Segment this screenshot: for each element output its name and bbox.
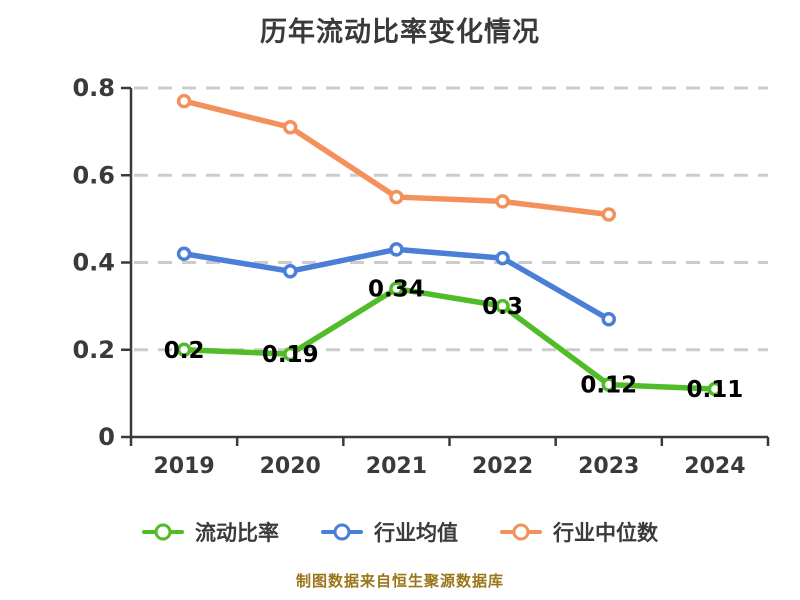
legend-dot-icon bbox=[512, 523, 530, 541]
legend-label: 流动比率 bbox=[195, 521, 279, 545]
source-note: 制图数据来自恒生聚源数据库 bbox=[295, 572, 504, 590]
x-tick-label: 2021 bbox=[366, 454, 427, 479]
marker-current-ratio bbox=[495, 298, 510, 314]
legend-marker-current-ratio bbox=[142, 523, 184, 541]
marker-industry-average bbox=[601, 311, 616, 327]
y-tick-label: 0.6 bbox=[72, 161, 115, 189]
marker-industry-average bbox=[389, 242, 404, 257]
legend-item-industry-median[interactable]: 行业中位数 bbox=[500, 517, 658, 547]
value-label-current-ratio: 0.2 bbox=[164, 338, 205, 364]
x-tick-label: 2024 bbox=[684, 454, 745, 479]
x-tick-label: 2023 bbox=[578, 454, 639, 479]
marker-industry-median bbox=[283, 120, 298, 135]
marker-current-ratio bbox=[389, 281, 404, 296]
value-label-current-ratio: 0.12 bbox=[580, 373, 637, 399]
legend-dot-icon bbox=[333, 523, 351, 541]
marker-industry-median bbox=[389, 189, 404, 205]
y-tick-label: 0.8 bbox=[72, 74, 115, 102]
value-label-current-ratio: 0.34 bbox=[368, 277, 425, 303]
x-tick-label: 2022 bbox=[472, 454, 533, 479]
marker-industry-median bbox=[176, 93, 192, 109]
marker-industry-average bbox=[176, 246, 192, 262]
y-tick-label: 0 bbox=[98, 423, 115, 451]
value-label-current-ratio: 0.19 bbox=[262, 342, 319, 368]
legend: 流动比率 行业均值 行业中位数 bbox=[0, 517, 800, 547]
legend-marker-industry-median bbox=[500, 523, 542, 541]
marker-industry-median bbox=[601, 207, 616, 222]
series-line-current-ratio bbox=[181, 285, 718, 392]
marker-current-ratio bbox=[601, 377, 616, 392]
marker-industry-average bbox=[283, 263, 298, 279]
legend-label: 行业均值 bbox=[374, 521, 458, 545]
marker-industry-average bbox=[495, 250, 510, 266]
legend-item-current-ratio[interactable]: 流动比率 bbox=[142, 517, 279, 547]
value-label-current-ratio: 0.3 bbox=[482, 294, 523, 320]
value-label-current-ratio: 0.11 bbox=[687, 377, 744, 403]
chart-title: 历年流动比率变化情况 bbox=[260, 17, 540, 48]
legend-dot-icon bbox=[154, 523, 172, 541]
line-chart-plot: 0 0.2 0.4 0.6 0.8 2019 2020 2021 2022 2023 2024 0.2… bbox=[72, 74, 770, 479]
x-tick-label: 2019 bbox=[153, 454, 214, 479]
marker-current-ratio bbox=[283, 346, 298, 362]
legend-marker-industry-average bbox=[321, 523, 363, 541]
y-tick-label: 0.4 bbox=[72, 249, 115, 277]
legend-item-industry-average[interactable]: 行业均值 bbox=[321, 517, 458, 547]
x-tick-label: 2020 bbox=[260, 454, 321, 479]
marker-current-ratio bbox=[176, 342, 192, 357]
legend-label: 行业中位数 bbox=[553, 521, 658, 545]
marker-industry-median bbox=[495, 194, 510, 209]
marker-current-ratio bbox=[707, 381, 723, 397]
y-tick-label: 0.2 bbox=[72, 336, 115, 364]
